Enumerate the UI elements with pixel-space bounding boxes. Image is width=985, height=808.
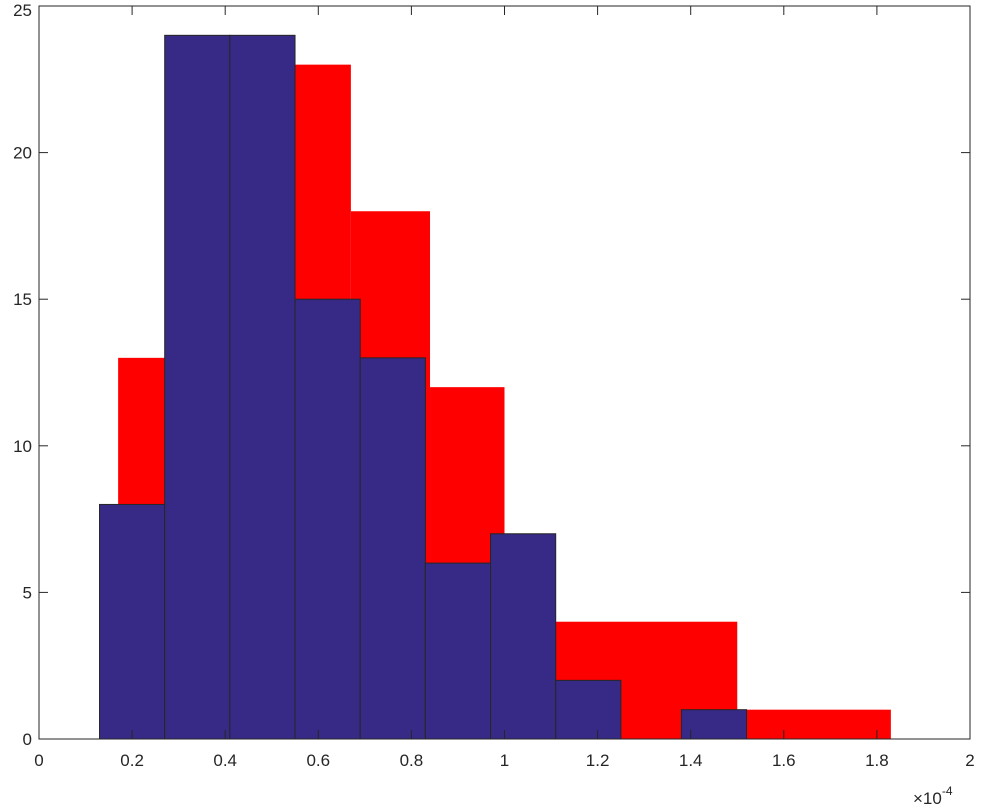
x-tick-label: 1.8 xyxy=(865,751,889,770)
y-tick-label: 15 xyxy=(13,290,32,309)
bar-series-2-bin-6 xyxy=(424,562,492,740)
bar-series-2-bin-5 xyxy=(359,357,426,740)
x-tick-label: 0.4 xyxy=(213,751,237,770)
y-tick-label: 25 xyxy=(13,1,32,20)
x-tick-label: 1.6 xyxy=(772,751,796,770)
x-exponent-base: ×10 xyxy=(913,789,942,808)
x-tick-label: 0.8 xyxy=(400,751,424,770)
y-tick-label: 0 xyxy=(23,730,32,749)
x-tick-label: 1 xyxy=(500,751,509,770)
x-exponent-power: -4 xyxy=(942,784,953,798)
y-tick-label: 20 xyxy=(13,144,32,163)
x-tick-label: 0.2 xyxy=(120,751,144,770)
x-tick-label: 0 xyxy=(34,751,43,770)
x-tick-label: 0.6 xyxy=(306,751,330,770)
bar-series-2-bin-3 xyxy=(229,34,296,740)
bar-series-1-bin-9 xyxy=(737,709,891,739)
x-tick-label: 2 xyxy=(965,751,974,770)
x-exponent-label: ×10-4 xyxy=(913,784,953,808)
bar-series-2-bin-2 xyxy=(164,34,231,740)
y-tick-label: 5 xyxy=(23,583,32,602)
y-tick-label: 10 xyxy=(13,437,32,456)
bar-series-2-bin-8 xyxy=(555,679,622,740)
bar-series-2-bin-7 xyxy=(490,533,557,740)
bars-layer xyxy=(99,34,891,740)
x-tick-label: 1.2 xyxy=(586,751,610,770)
bar-series-2-bin-1 xyxy=(99,503,166,740)
x-tick-label: 1.4 xyxy=(679,751,703,770)
bar-series-2-bin-4 xyxy=(294,298,361,740)
bar-series-2-bin-10 xyxy=(680,709,748,740)
